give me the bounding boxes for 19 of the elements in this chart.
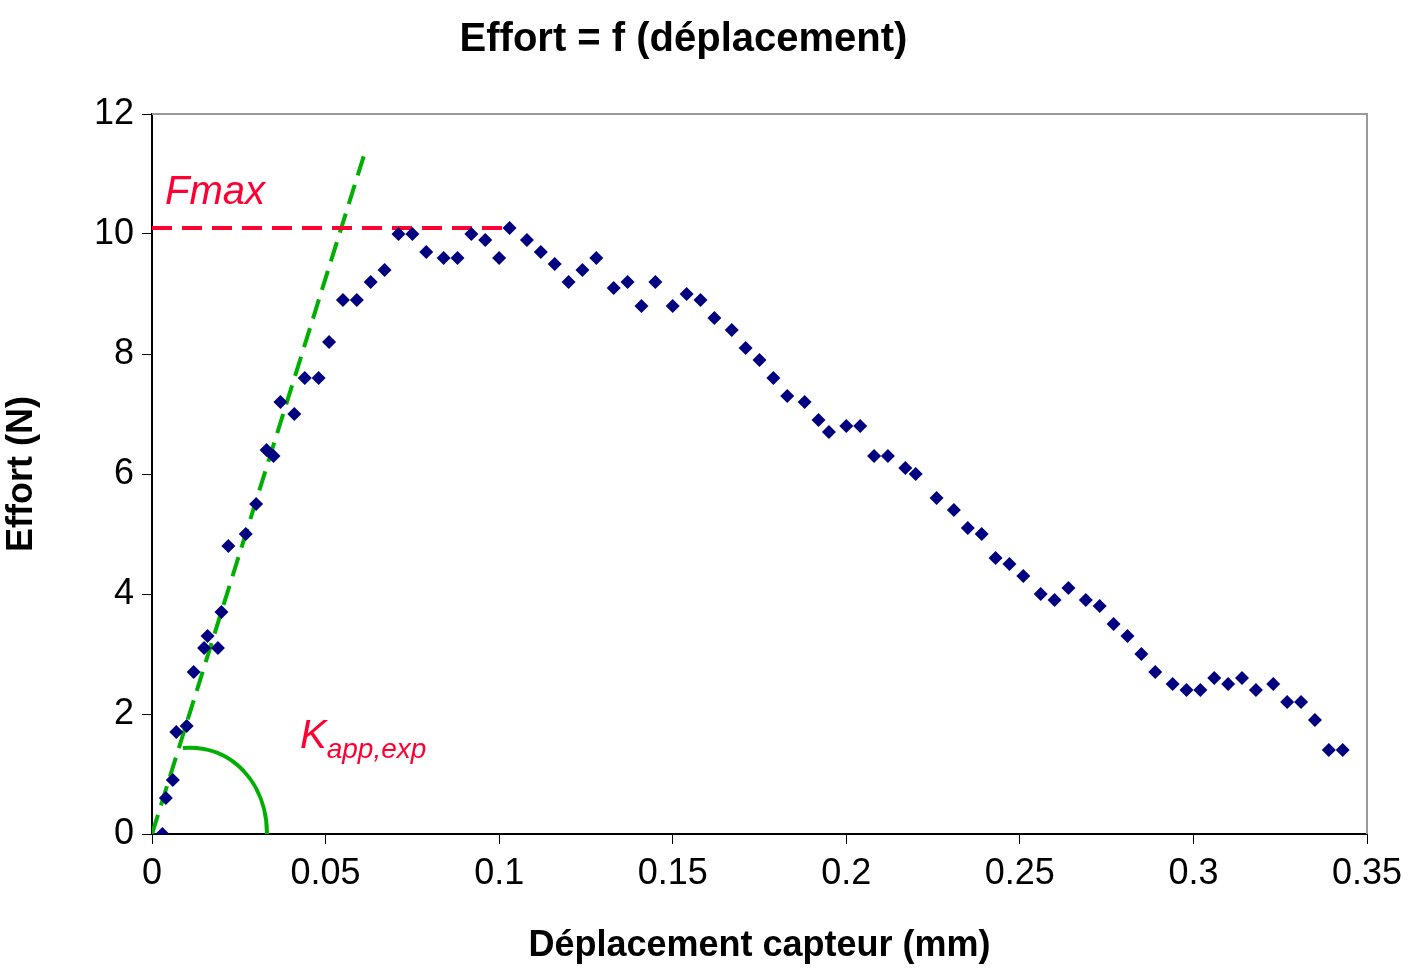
y-tick-label: 0 — [113, 810, 134, 852]
y-tick-label: 8 — [113, 330, 134, 372]
y-tick-label: 4 — [113, 570, 134, 612]
y-tick-label: 2 — [113, 690, 134, 732]
y-tick-label: 6 — [113, 450, 134, 492]
annotation: Fmax — [165, 168, 267, 212]
x-tick-label: 0.35 — [1331, 850, 1403, 892]
x-tick-label: 0.2 — [821, 850, 872, 892]
x-tick-label: 0.1 — [474, 850, 525, 892]
y-axis-title: Effort (N) — [0, 396, 40, 552]
x-tick-label: 0.15 — [637, 850, 708, 892]
x-tick-label: 0.3 — [1168, 850, 1219, 892]
y-tick-label: 10 — [93, 210, 134, 252]
chart-title: Effort = f (déplacement) — [459, 15, 908, 60]
x-tick-label: 0.05 — [290, 850, 361, 892]
x-tick-label: 0 — [141, 850, 163, 892]
y-tick-label: 12 — [93, 90, 134, 132]
x-tick-label: 0.25 — [984, 850, 1055, 892]
x-axis-title: Déplacement capteur (mm) — [528, 923, 991, 965]
